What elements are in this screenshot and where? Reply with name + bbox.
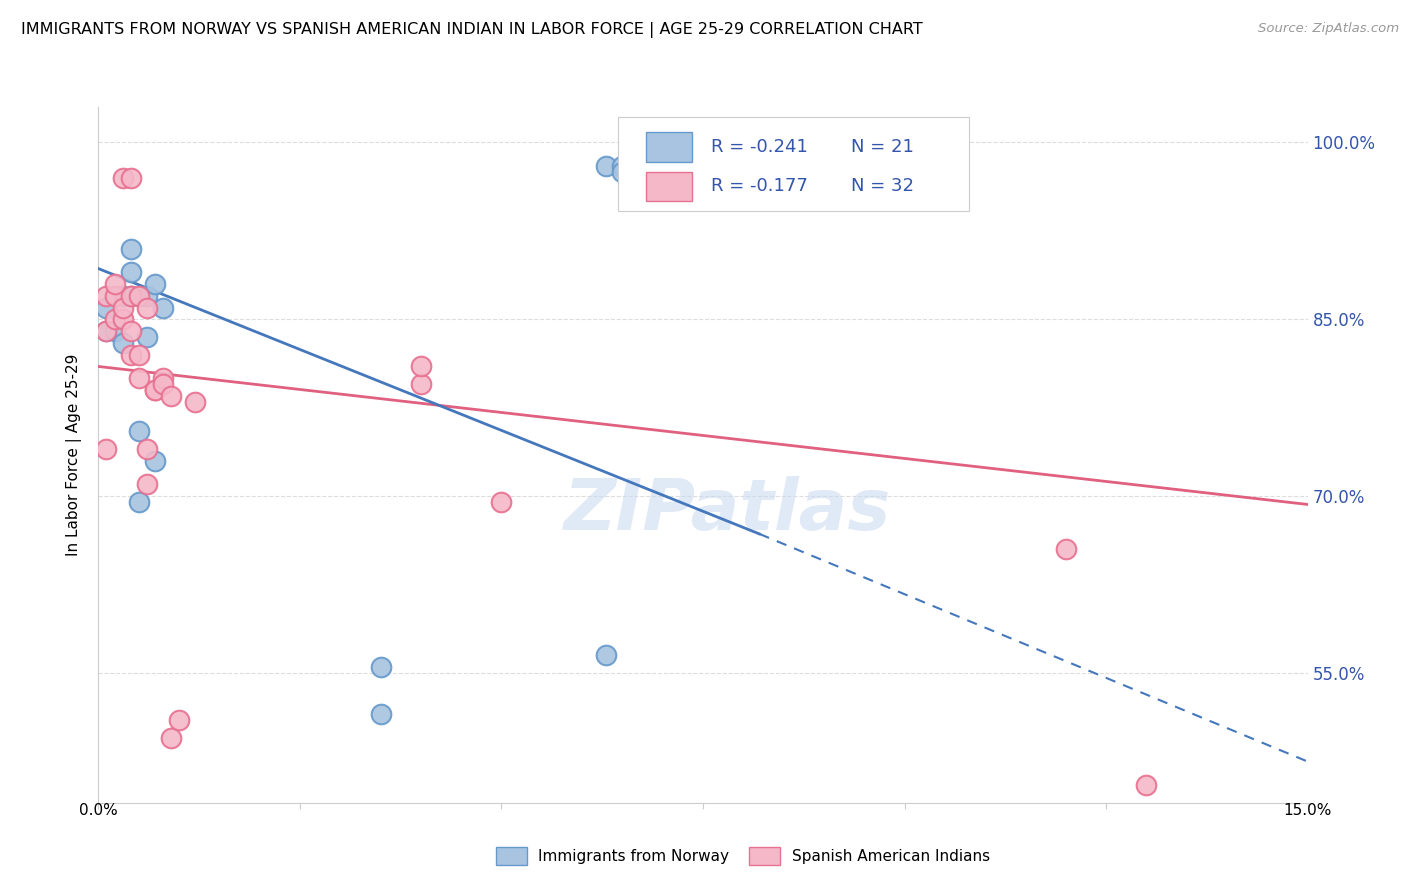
Point [128, 495, 150, 509]
Point [595, 648, 617, 663]
Point [128, 371, 150, 385]
Point [409, 377, 432, 392]
Point [167, 713, 190, 727]
Text: IMMIGRANTS FROM NORWAY VS SPANISH AMERICAN INDIAN IN LABOR FORCE | AGE 25-29 COR: IMMIGRANTS FROM NORWAY VS SPANISH AMERIC… [21, 22, 922, 38]
Point [595, 159, 617, 173]
Point [96, 289, 118, 303]
Point [370, 707, 392, 722]
FancyBboxPatch shape [647, 171, 692, 201]
Text: R = -0.177: R = -0.177 [711, 178, 808, 195]
Point [96, 442, 118, 456]
Point [143, 383, 166, 397]
Point [120, 289, 142, 303]
Point [135, 330, 157, 344]
Point [120, 242, 142, 256]
Point [612, 165, 634, 179]
Point [135, 477, 157, 491]
Point [143, 454, 166, 468]
Point [120, 170, 142, 185]
Point [409, 359, 432, 374]
Point [96, 324, 118, 338]
Point [128, 348, 150, 362]
Point [184, 395, 207, 409]
Text: ZIPatlas: ZIPatlas [564, 476, 891, 545]
Point [103, 324, 125, 338]
Point [135, 301, 157, 315]
Point [120, 265, 142, 279]
FancyBboxPatch shape [647, 132, 692, 161]
Point [160, 389, 183, 403]
Point [152, 371, 174, 385]
Point [128, 425, 150, 439]
Text: 0.0%: 0.0% [79, 803, 118, 818]
Text: Immigrants from Norway: Immigrants from Norway [538, 849, 730, 863]
Point [103, 312, 125, 326]
Point [612, 159, 634, 173]
Text: N = 21: N = 21 [851, 138, 914, 156]
Text: Spanish American Indians: Spanish American Indians [792, 849, 990, 863]
Point [103, 277, 125, 291]
Text: Source: ZipAtlas.com: Source: ZipAtlas.com [1258, 22, 1399, 36]
Point [96, 324, 118, 338]
Point [120, 324, 142, 338]
FancyBboxPatch shape [619, 118, 969, 211]
Point [120, 348, 142, 362]
Text: 15.0%: 15.0% [1284, 803, 1331, 818]
Point [152, 301, 174, 315]
Point [111, 312, 134, 326]
Point [135, 442, 157, 456]
Point [103, 289, 125, 303]
Point [111, 289, 134, 303]
Point [111, 170, 134, 185]
Y-axis label: In Labor Force | Age 25-29: In Labor Force | Age 25-29 [66, 354, 83, 556]
Point [143, 383, 166, 397]
Point [152, 377, 174, 392]
Point [128, 289, 150, 303]
Text: R = -0.241: R = -0.241 [711, 138, 808, 156]
Point [1135, 778, 1157, 792]
Point [370, 660, 392, 674]
Point [1054, 542, 1077, 557]
Point [111, 301, 134, 315]
Text: N = 32: N = 32 [851, 178, 914, 195]
Point [111, 335, 134, 350]
Point [135, 289, 157, 303]
Point [143, 277, 166, 291]
Point [491, 495, 513, 509]
Point [96, 301, 118, 315]
Point [120, 289, 142, 303]
Point [160, 731, 183, 745]
